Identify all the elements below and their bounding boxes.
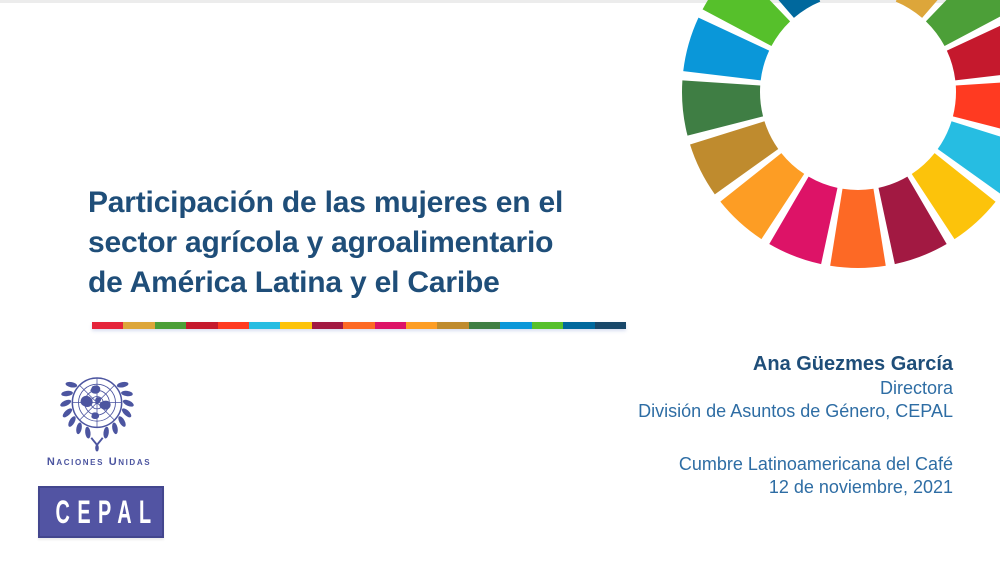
sdg-wheel-segment [702, 0, 791, 47]
sdg-stripe-segment [217, 322, 250, 329]
sdg-wheel-segment [769, 176, 838, 265]
sdg-stripe-segment [123, 322, 155, 329]
page-title: Participación de las mujeres en el secto… [88, 183, 563, 303]
wreath-stems [90, 437, 104, 452]
sdg-wheel-segment [683, 17, 770, 81]
sdg-wheel-segment [895, 0, 938, 18]
sdg-wheel-segment [878, 176, 947, 265]
wreath-leaf [112, 422, 118, 435]
sdg-stripe [92, 322, 626, 329]
wreath-leaf [116, 381, 129, 388]
sdg-wheel-segment [925, 0, 1000, 47]
wreath-leaf [85, 426, 91, 439]
title-line-3: de América Latina y el Caribe [88, 266, 500, 299]
sdg-stripe-segment [154, 322, 187, 329]
wreath-leaf [60, 399, 72, 407]
sdg-stripe-segment [311, 322, 344, 329]
sdg-stripe-segment [531, 322, 564, 329]
title-line-2: sector agrícola y agroalimentario [88, 226, 554, 259]
sdg-stripe-segment [343, 322, 375, 329]
author-division: División de Asuntos de Género, CEPAL [638, 401, 953, 421]
sdg-wheel-icon [658, 0, 1000, 292]
sdg-wheel-segment [778, 0, 821, 18]
wreath-leaf [121, 390, 133, 397]
sdg-stripe-segment [563, 322, 595, 329]
wreath-leaf [61, 390, 73, 397]
cepal-logo: CEPAL [38, 486, 164, 538]
cepal-label: CEPAL [55, 493, 159, 530]
slide-top-edge [0, 0, 1000, 3]
sdg-stripe-segment [468, 322, 501, 329]
author-block: Ana Güezmes García Directora División de… [638, 351, 953, 499]
sdg-wheel-segment [830, 188, 886, 268]
sdg-wheel-segment [682, 80, 764, 136]
sdg-wheel-svg [682, 0, 1000, 268]
sdg-wheel-segment [946, 25, 1000, 81]
un-emblem-icon [60, 377, 134, 452]
sdg-wheel-segment [952, 82, 1000, 129]
author-role: Directora [879, 378, 953, 398]
wreath-leaf [122, 399, 134, 407]
sdg-stripe-segment [249, 322, 281, 329]
wreath-leaf [65, 381, 78, 388]
sdg-stripe-segment [406, 322, 438, 329]
wreath-leaf [62, 408, 73, 418]
globe-landmass [80, 385, 111, 420]
wreath-leaf [76, 422, 82, 435]
sdg-stripe-segment [500, 322, 532, 329]
sdg-wheel-segment [937, 121, 1000, 194]
sdg-wheel-segment [690, 121, 779, 195]
sdg-stripe-segment [374, 322, 407, 329]
sdg-stripe-segment [594, 322, 626, 329]
title-line-1: Participación de las mujeres en el [88, 186, 564, 219]
sdg-stripe-segment [92, 322, 124, 329]
wreath-leaf [68, 416, 76, 427]
wreath-leaf [118, 416, 126, 427]
event-date: 12 de noviembre, 2021 [768, 477, 953, 497]
olive-wreath [60, 381, 134, 439]
sdg-wheel-segment [911, 153, 996, 240]
sdg-stripe-segment [280, 322, 312, 329]
sdg-stripe-segment [437, 322, 469, 329]
sdg-stripe-segment [186, 322, 218, 329]
event-name: Cumbre Latinoamericana del Café [678, 454, 953, 474]
un-caption: Naciones Unidas [46, 456, 152, 468]
sdg-wheel-segment [720, 153, 805, 240]
wreath-leaf [121, 408, 132, 418]
author-name: Ana Güezmes García [752, 353, 953, 375]
wreath-leaf [103, 426, 109, 439]
